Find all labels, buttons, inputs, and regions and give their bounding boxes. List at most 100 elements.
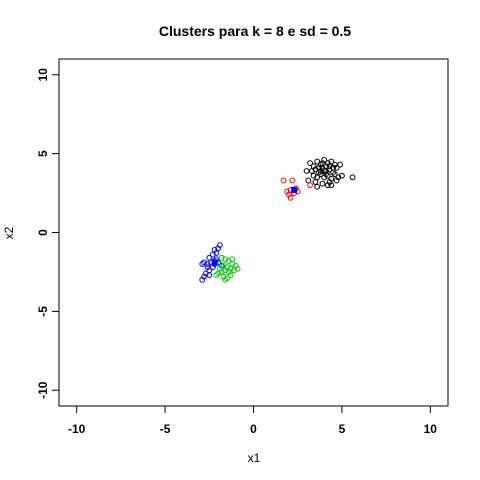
data-point: [303, 168, 310, 174]
data-point: [289, 177, 296, 184]
data-point: [305, 177, 312, 184]
data-point: [215, 245, 222, 252]
y-axis: -10 -5 0 5 10: [36, 68, 59, 399]
data-point: [211, 246, 218, 253]
data-point: [204, 264, 211, 271]
data-point: [209, 251, 216, 258]
data-point: [323, 171, 329, 178]
data-point: [307, 160, 313, 167]
centroid-marker: [211, 259, 218, 266]
data-point: [317, 161, 324, 168]
data-point: [317, 168, 324, 174]
y-tick-label: 0: [36, 229, 50, 236]
data-point: [326, 163, 333, 170]
data-point: [335, 174, 342, 181]
data-point: [312, 166, 319, 173]
data-point: [222, 267, 229, 274]
centroid-marker: [291, 186, 298, 193]
data-point: [201, 259, 207, 266]
data-point: [218, 262, 225, 269]
y-tick-label: 10: [36, 68, 50, 82]
data-point: [199, 276, 206, 283]
data-point: [227, 272, 234, 278]
x-axis: -10 -5 0 5 10: [68, 406, 437, 436]
x-tick-label: 5: [339, 422, 346, 436]
data-point: [199, 261, 206, 267]
data-point: [349, 174, 356, 181]
data-point: [218, 269, 225, 275]
data-point: [201, 273, 207, 280]
data-point: [280, 177, 287, 184]
data-points: [199, 157, 356, 283]
x-axis-label: x1: [248, 451, 261, 465]
data-point: [331, 171, 338, 178]
data-point: [317, 171, 324, 178]
data-point: [328, 158, 335, 165]
data-point: [323, 163, 329, 170]
data-point: [328, 182, 335, 189]
data-point: [222, 276, 229, 283]
data-point: [220, 262, 227, 269]
data-point: [321, 168, 328, 174]
data-point: [234, 265, 241, 272]
x-tick-label: 10: [424, 422, 438, 436]
data-point: [321, 174, 328, 181]
data-point: [229, 256, 236, 263]
data-point: [321, 157, 328, 163]
data-point: [284, 188, 290, 195]
data-point: [316, 164, 322, 171]
data-point: [310, 172, 317, 179]
x-tick-label: -5: [160, 422, 171, 436]
data-point: [326, 179, 333, 185]
x-tick-label: -10: [68, 422, 86, 436]
data-point: [225, 269, 232, 275]
data-point: [232, 262, 239, 269]
data-point: [333, 177, 340, 184]
data-point: [326, 166, 333, 173]
data-point: [285, 191, 292, 198]
data-point: [218, 254, 225, 261]
y-tick-label: 5: [36, 150, 50, 157]
data-point: [337, 161, 344, 168]
data-point: [324, 172, 331, 179]
plot-frame: [58, 58, 449, 407]
data-point: [314, 158, 321, 165]
data-point: [217, 265, 223, 272]
data-point: [220, 273, 227, 280]
data-point: [213, 272, 220, 278]
data-point: [225, 257, 232, 264]
data-point: [202, 270, 209, 277]
data-point: [319, 160, 326, 167]
data-point: [215, 270, 222, 277]
data-point: [222, 256, 229, 263]
y-tick-label: -5: [36, 306, 50, 317]
data-point: [224, 264, 230, 271]
data-point: [312, 179, 319, 185]
data-point: [227, 265, 234, 272]
data-point: [206, 254, 213, 261]
data-point: [324, 160, 331, 167]
data-point: [333, 164, 340, 171]
data-point: [206, 272, 213, 278]
data-point: [328, 175, 335, 182]
data-point: [308, 168, 315, 174]
data-point: [324, 182, 331, 189]
data-point: [339, 172, 345, 179]
y-tick-label: -10: [36, 381, 50, 399]
data-point: [231, 267, 237, 274]
data-point: [310, 163, 317, 170]
x-tick-label: 0: [250, 422, 257, 436]
data-point: [314, 174, 321, 181]
data-point: [314, 183, 321, 190]
data-point: [307, 182, 313, 189]
data-point: [330, 164, 336, 171]
data-point: [204, 261, 211, 267]
chart-title: Clusters para k = 8 e sd = 0.5: [159, 23, 351, 39]
data-point: [224, 275, 230, 282]
data-point: [217, 242, 223, 249]
data-point: [287, 194, 294, 201]
y-axis-label: x2: [2, 226, 16, 239]
cluster-centroids: [211, 186, 298, 266]
data-point: [213, 250, 220, 256]
